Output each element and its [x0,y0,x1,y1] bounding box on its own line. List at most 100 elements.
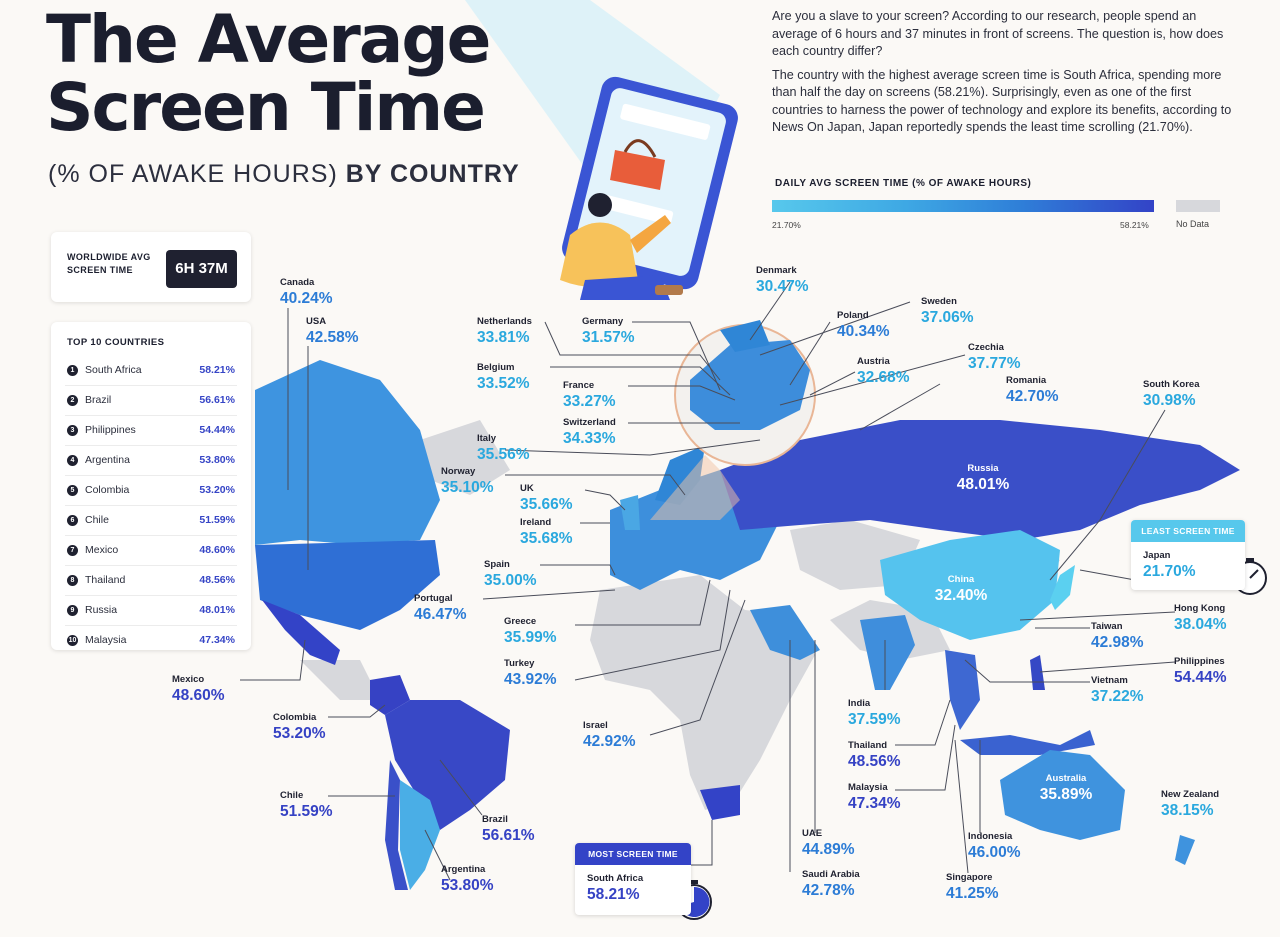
country-name: Chile [280,790,304,801]
india-shape [860,615,915,690]
country-name: China [947,574,975,585]
country-name: Vietnam [1091,675,1128,686]
list-item: 3 Philippines 54.44% [65,416,237,446]
country-value: 54.44% [1174,669,1227,686]
japan-shape [1050,565,1075,610]
country-value: 42.78% [802,882,855,899]
country-name: Colombia [273,712,317,723]
label-india: India 37.59% [848,698,901,729]
label-romania: Romania 42.70% [1006,375,1059,406]
top10-list: 1 South Africa 58.21% 2 Brazil 56.61% 3 Phili… [65,356,237,655]
legend-gradient-bar [772,200,1154,212]
country-name: USA [306,316,327,327]
person-illustration [560,193,683,300]
country-name: Belgium [477,362,515,373]
label-vietnam: Vietnam 37.22% [1091,675,1144,706]
list-item: 4 Argentina 53.80% [65,446,237,476]
country-name: France [563,380,595,391]
label-poland: Poland 40.34% [837,310,890,341]
country-value: 37.77% [968,355,1021,372]
badge-country: South Africa 58.21% [587,873,643,904]
country-name: Ireland [520,517,552,528]
country-name: Austria [857,356,890,367]
legend-nodata-label: No Data [1176,219,1210,229]
least-screen-time-badge: LEAST SCREEN TIME Japan 21.70% [1131,520,1245,590]
country-value: 46.47% [414,606,467,623]
label-switzerland: Switzerland 34.33% [563,417,616,448]
badge-tag: MOST SCREEN TIME [575,843,691,865]
worldwide-label: WORLDWIDE AVG SCREEN TIME [67,252,151,275]
label-russia: Russia 48.01% [948,463,1018,494]
label-canada: Canada 40.24% [280,277,333,308]
country-value: 58.21% [587,886,640,903]
country-name: Russia [85,604,118,616]
country-value: 35.68% [520,530,573,547]
country-value: 53.20% [273,725,326,742]
country-value: 48.60% [172,687,225,704]
label-israel: Israel 42.92% [583,720,636,751]
country-name: Malaysia [85,634,127,646]
country-value: 37.06% [921,309,974,326]
label-indonesia: Indonesia 46.00% [968,831,1021,862]
country-value: 48.01% [956,476,1010,493]
page-title: The Average Screen Time [46,6,491,142]
rank-badge: 4 [67,455,78,466]
country-name: Thailand [848,740,888,751]
southeast-asia-shape [945,650,980,730]
uk-shape [620,495,640,530]
country-name: Philippines [1174,656,1225,667]
country-name: Switzerland [563,417,616,428]
label-new-zealand: New Zealand 38.15% [1161,789,1219,820]
country-value: 33.27% [563,393,616,410]
australia-shape [1000,750,1125,840]
country-value: 48.56% [848,753,901,770]
country-name: Taiwan [1091,621,1123,632]
country-name: Portugal [414,593,453,604]
label-netherlands: Netherlands 33.81% [477,316,532,347]
legend-title: DAILY AVG SCREEN TIME (% OF AWAKE HOURS) [775,178,1032,189]
label-south-korea: South Korea 30.98% [1143,379,1199,410]
country-value: 35.56% [477,446,530,463]
label-sweden: Sweden 37.06% [921,296,974,327]
colombia-shape [370,675,410,715]
country-value: 43.92% [504,671,557,688]
label-argentina: Argentina 53.80% [441,864,494,895]
country-name: Denmark [756,265,797,276]
label-denmark: Denmark 30.47% [756,265,809,296]
chile-shape [385,760,408,890]
list-item: 2 Brazil 56.61% [65,386,237,416]
china-shape [880,530,1060,640]
country-name: Singapore [946,872,993,883]
intro-text: Are you a slave to your screen? Accordin… [772,8,1242,143]
rank-badge: 7 [67,545,78,556]
country-name: UAE [802,828,823,839]
scandinavia-shape [655,445,705,505]
country-value: 38.15% [1161,802,1214,819]
country-value: 53.80% [441,877,494,894]
list-item: 7 Mexico 48.60% [65,536,237,566]
country-value: 21.70% [1143,563,1196,580]
label-malaysia: Malaysia 47.34% [848,782,901,813]
country-value: 41.25% [946,885,999,902]
brazil-shape [385,700,510,830]
country-name: Hong Kong [1174,603,1226,614]
label-belgium: Belgium 33.52% [477,362,530,393]
philippines-shape [1030,655,1045,690]
country-name: Brazil [85,394,112,406]
label-germany: Germany 31.57% [582,316,635,347]
label-singapore: Singapore 41.25% [946,872,999,903]
label-greece: Greece 35.99% [504,616,557,647]
country-name: Saudi Arabia [802,869,860,880]
label-mexico: Mexico 48.60% [172,674,225,705]
legend-max-label: 58.21% [1120,220,1149,230]
country-value: 35.10% [441,479,494,496]
label-france: France 33.27% [563,380,616,411]
country-name: Mexico [85,544,119,556]
country-value: 34.33% [563,430,616,447]
country-value: 30.98% [1143,392,1196,409]
label-uae: UAE 44.89% [802,828,855,859]
country-value: 33.52% [477,375,530,392]
country-value: 47.34% [848,795,901,812]
rank-badge: 6 [67,515,78,526]
